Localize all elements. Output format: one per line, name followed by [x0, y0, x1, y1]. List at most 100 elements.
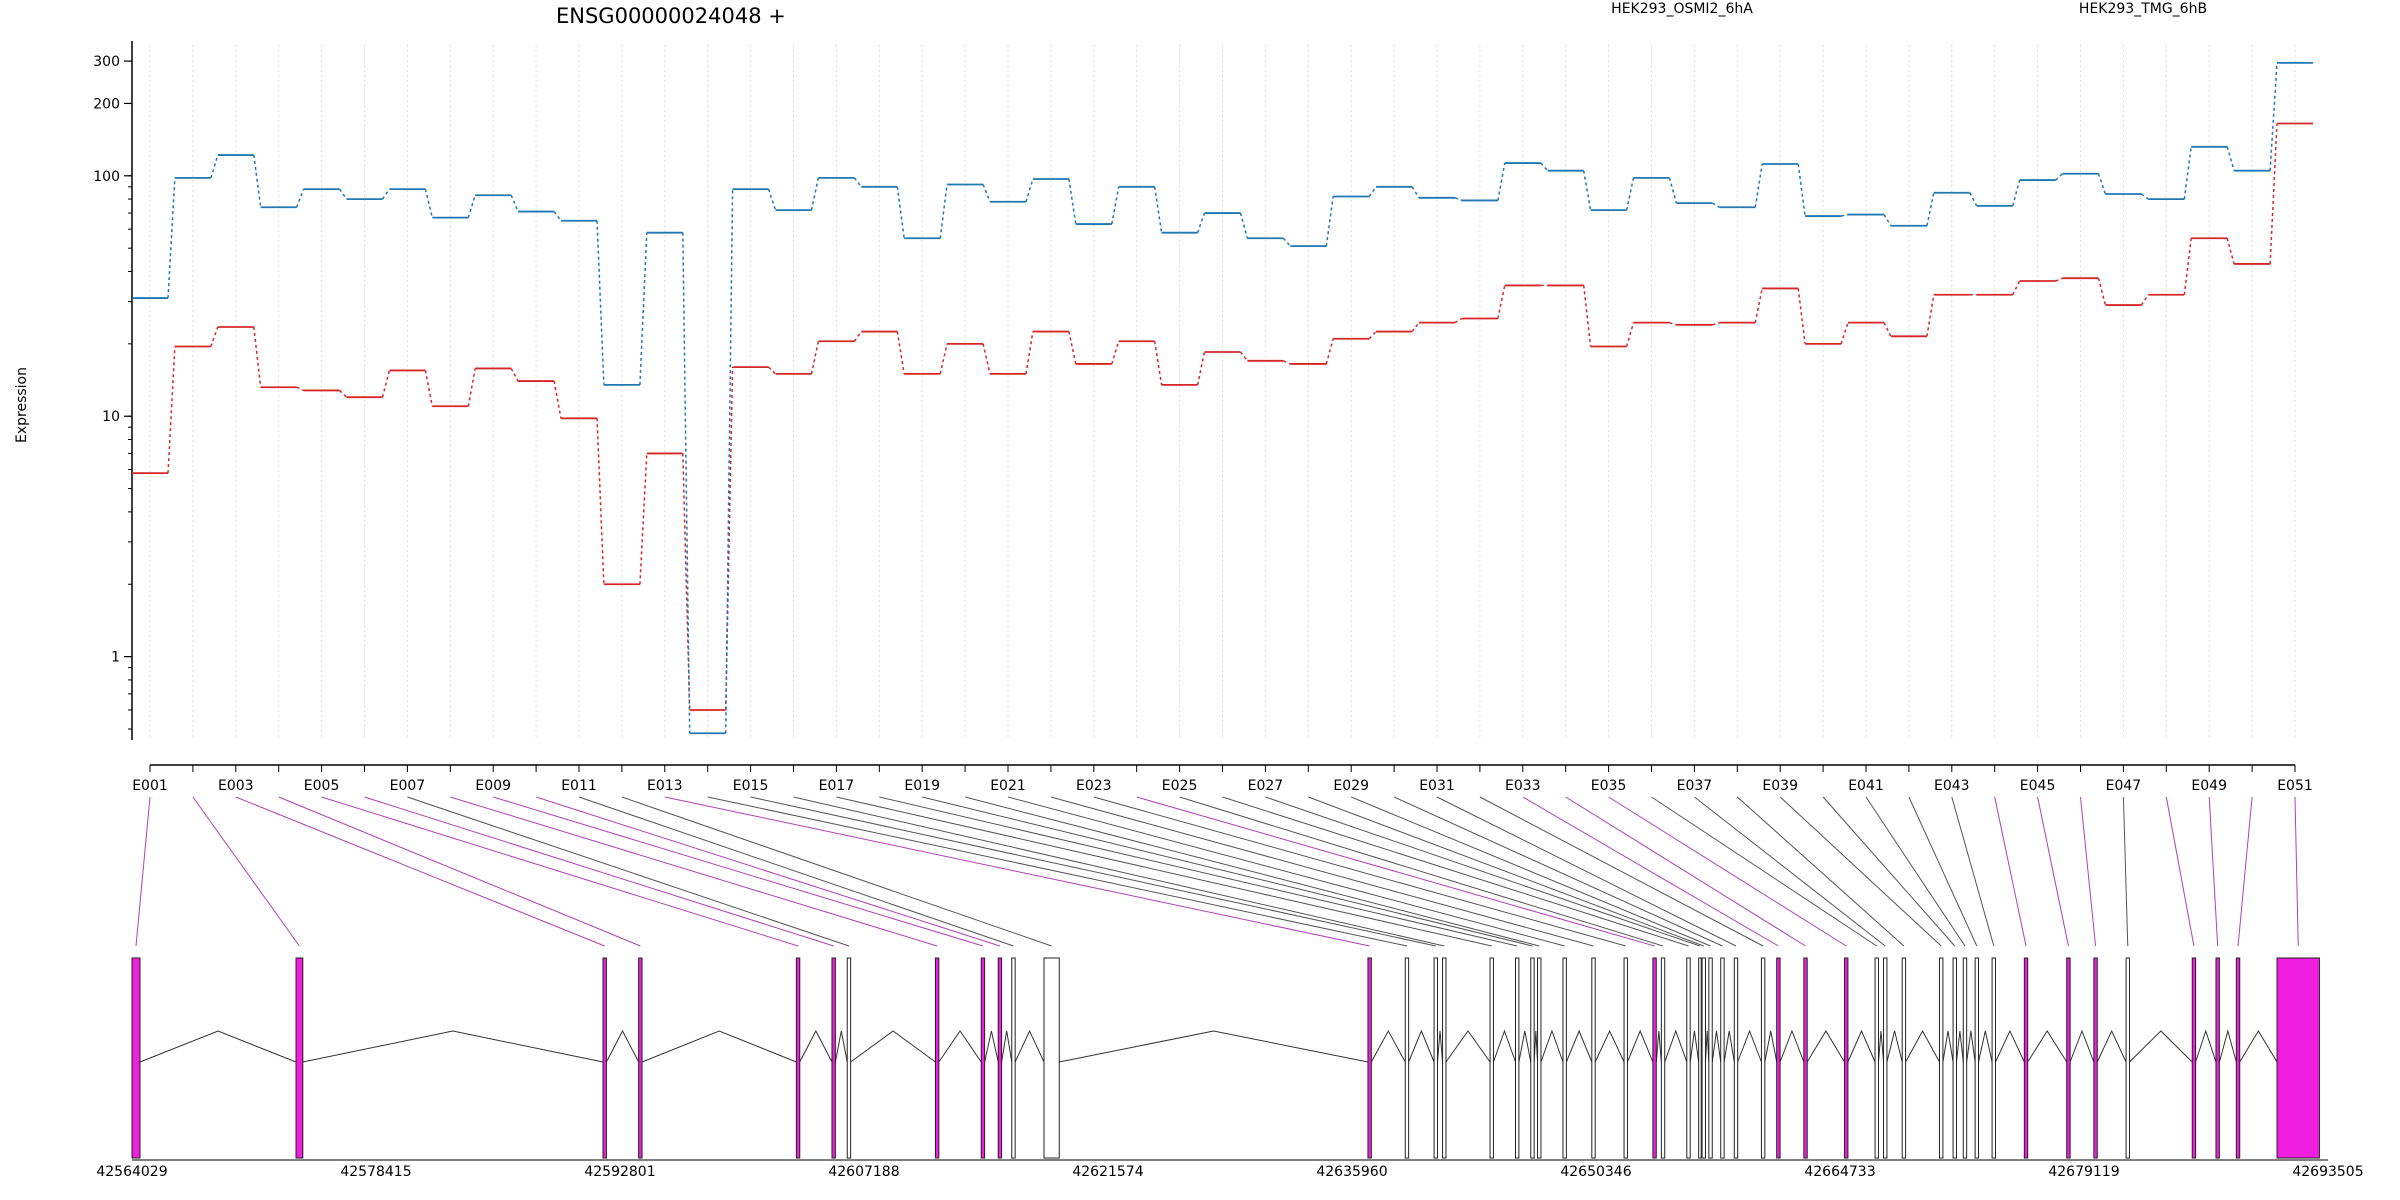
exon-box [1760, 957, 1766, 1159]
exon-box [1591, 957, 1596, 1159]
series-0-connector [296, 386, 304, 392]
intron-line [1806, 1030, 1845, 1063]
intron-line [1711, 1030, 1722, 1063]
intron-line [1905, 1029, 1940, 1063]
exon-box [1844, 957, 1849, 1159]
x-tick-label: E007 [390, 778, 426, 794]
series-0-connector [2097, 278, 2107, 306]
series-0-connector [2055, 277, 2063, 282]
exon-box [638, 957, 643, 1159]
exon-box [1043, 957, 1060, 1159]
intron-line [938, 1030, 982, 1063]
exon-link [707, 796, 1408, 947]
exon-link [1479, 796, 1764, 947]
exon-link [1951, 796, 1995, 947]
intron-line [1370, 1029, 1406, 1063]
x-tick-label: E047 [2106, 778, 2142, 794]
series-1-connector [2097, 173, 2107, 195]
y-axis: 1 10 100 200 300 [93, 41, 133, 740]
exon-box [1883, 957, 1888, 1159]
series-1-connector [2011, 179, 2021, 207]
exon-link [1351, 796, 1711, 947]
exon-box [1011, 957, 1016, 1159]
series-1-connector [1540, 162, 1549, 172]
x-tick-label: E029 [1333, 778, 1369, 794]
x-tick-label: E023 [1076, 778, 1112, 794]
intron-line [1540, 1029, 1564, 1063]
series-1-connector [1497, 162, 1506, 201]
series-1-connector [1368, 186, 1377, 197]
series-0-connector [253, 326, 262, 388]
exon-link [2208, 796, 2219, 947]
intron-line [1779, 1029, 1805, 1063]
series-0-connector [1669, 321, 1677, 326]
series-1-connector [1668, 177, 1678, 204]
exon-box [295, 957, 304, 1159]
y-tick-label: 1 [111, 650, 120, 666]
x-tick-label: E001 [132, 778, 168, 794]
exon-link [750, 796, 1436, 947]
series-1-connector [1325, 196, 1334, 247]
exon-link [1651, 796, 1878, 947]
series-0-connector [1454, 317, 1463, 324]
exon-box [934, 957, 940, 1159]
exon-link [2037, 796, 2069, 947]
genomic-tick-label: 42635960 [1316, 1164, 1387, 1180]
exon-link [1522, 796, 1779, 947]
x-tick-label: E045 [2020, 778, 2056, 794]
exon-link [1222, 796, 1689, 947]
genomic-tick-label: 42607188 [828, 1164, 899, 1180]
series-1-connector [2055, 173, 2063, 181]
series-1-connector [1625, 177, 1635, 211]
series-0-connector [896, 331, 905, 374]
exon-box [1652, 957, 1657, 1159]
intron-line [2239, 1030, 2278, 1063]
series-1-connector [1454, 197, 1463, 202]
series-0-connector [1196, 351, 1206, 386]
exon-box [1733, 957, 1739, 1159]
intron-line [1626, 1029, 1654, 1063]
genomic-tick-label: 42664733 [1804, 1164, 1875, 1180]
intron-line [1942, 1030, 1954, 1063]
series-1-connector [596, 220, 605, 385]
series-0-connector [682, 453, 691, 710]
y-tick-label: 200 [93, 96, 120, 112]
intron-line [1001, 1030, 1013, 1063]
series-0-connector [2140, 294, 2149, 306]
genomic-tick-label: 42693505 [2292, 1164, 2363, 1180]
exon-link [1608, 796, 1847, 947]
intron-line [1594, 1029, 1625, 1063]
series-1-connector [167, 177, 176, 299]
x-tick-label: E021 [990, 778, 1026, 794]
series-1-connector [1712, 202, 1720, 208]
x-tick-label: E017 [819, 778, 855, 794]
series-1-connector [1883, 214, 1892, 227]
intron-line [1664, 1029, 1688, 1063]
exon-link [1050, 796, 1594, 947]
exon-box [831, 957, 836, 1159]
intron-line [1737, 1029, 1762, 1063]
series-1-connector [210, 154, 219, 179]
x-tick-label: E051 [2277, 778, 2313, 794]
exon-box [1720, 957, 1725, 1159]
series-0-connector [810, 341, 820, 375]
series-0-connector [467, 368, 476, 407]
intron-line [850, 1030, 936, 1063]
intron-line [641, 1030, 797, 1063]
exon-link [1093, 796, 1626, 947]
series-1-connector [767, 188, 777, 211]
intron-line [1877, 1030, 1885, 1063]
intron-line [1689, 1030, 1700, 1063]
gene-model [131, 957, 2320, 1159]
exon-link [1265, 796, 1701, 947]
intron-line [2096, 1029, 2127, 1063]
series-1-connector [1068, 178, 1077, 225]
intron-line [605, 1029, 640, 1063]
genomic-tick-label: 42679119 [2048, 1164, 2119, 1180]
intron-line [1565, 1029, 1593, 1063]
exon-box [1442, 957, 1447, 1159]
exon-link [1779, 796, 1942, 947]
series-1-connector [2140, 193, 2149, 200]
series-1-connector [1282, 237, 1291, 247]
exon-link [879, 796, 1518, 947]
